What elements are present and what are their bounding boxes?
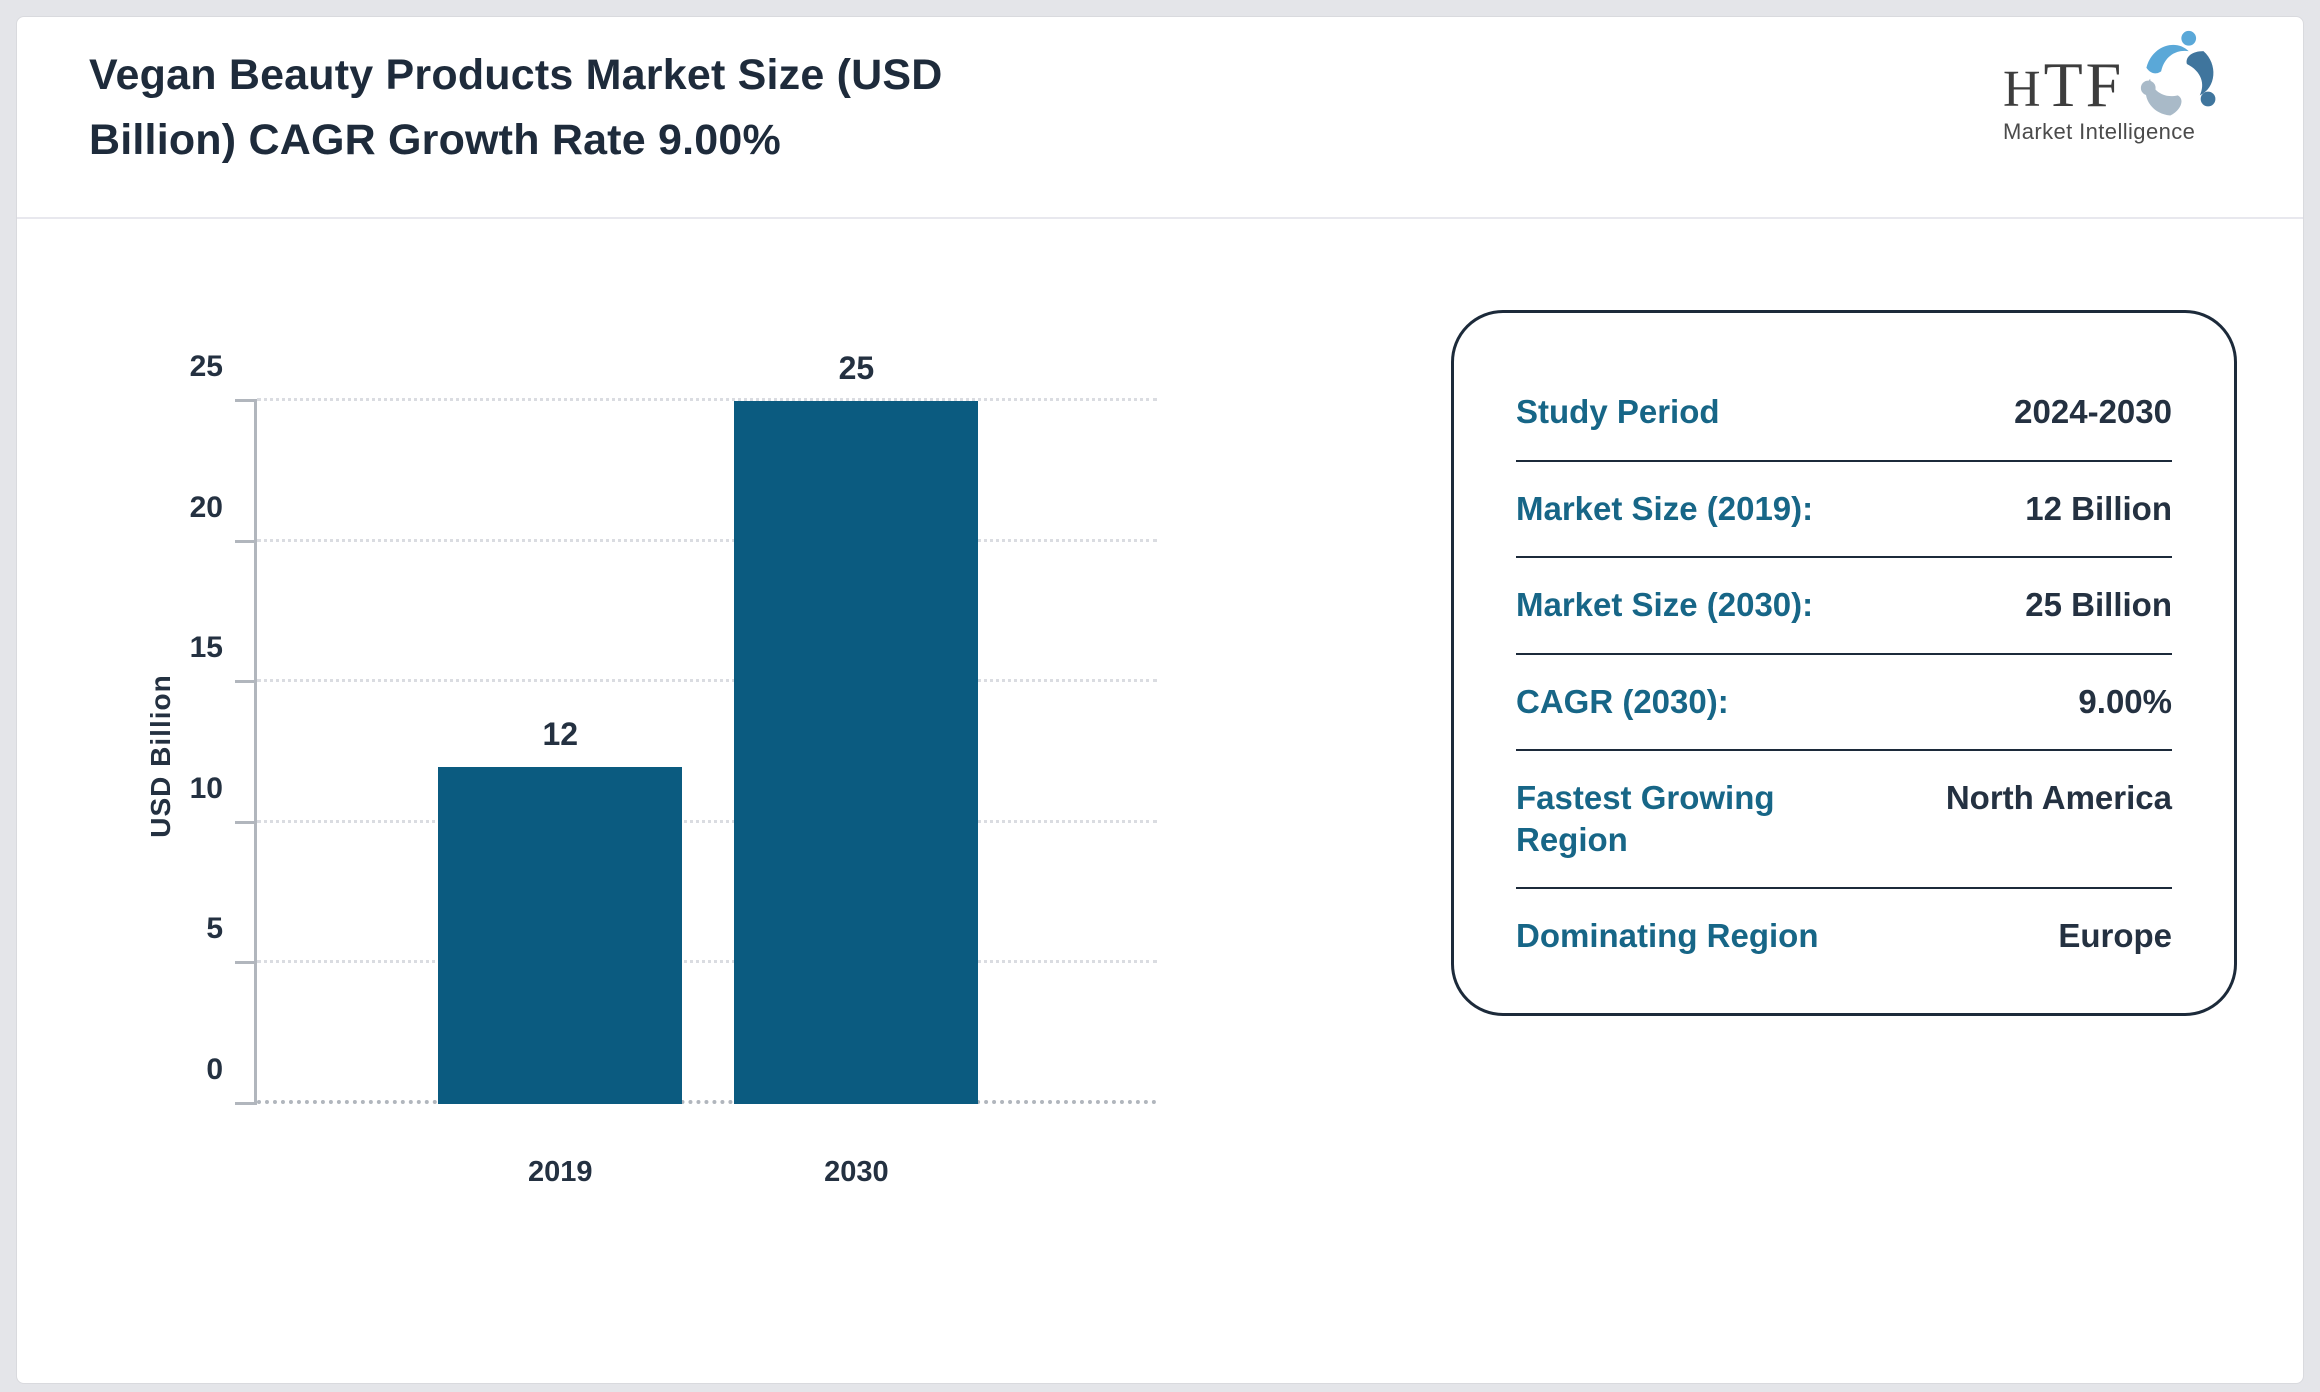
panel-row-value: North America — [1945, 779, 2172, 817]
bar-value-label: 12 — [542, 715, 579, 752]
panel-row-label: Dominating Region — [1516, 917, 1819, 955]
y-axis-tick — [235, 539, 257, 543]
gridline — [257, 960, 1157, 964]
panel-row-value: 2024-2030 — [2014, 393, 2172, 430]
gridline — [257, 819, 1157, 823]
y-axis-tick — [235, 399, 257, 402]
gridline — [257, 398, 1157, 401]
page-title-line1: Vegan Beauty Products Market Size (USD — [89, 51, 943, 99]
y-axis-tick — [235, 680, 257, 684]
htf-logo-letters-tf: TF — [2043, 49, 2125, 120]
plot-area: 0 5 10 15 20 25 12 2019 25 2030 — [190, 350, 1157, 1188]
bar-value-label: 25 — [838, 350, 875, 386]
y-axis-tick-label: 5 — [206, 912, 223, 946]
panel-row-value: 25 Billion — [2025, 586, 2172, 624]
htf-logo-subtitle: Market Intelligence — [2003, 119, 2196, 144]
y-axis-tick-label: 25 — [189, 350, 223, 383]
y-axis-tick — [235, 961, 257, 965]
y-axis-tick — [235, 1102, 257, 1105]
panel-row-cagr: CAGR (2030): 9.00% — [1516, 655, 2172, 752]
infographic-card: Vegan Beauty Products Market Size (USD B… — [16, 16, 2304, 1384]
htf-logo: HTF Market Intelligence — [2003, 27, 2253, 177]
summary-panel: Study Period 2024-2030 Market Size (2019… — [1451, 310, 2237, 1016]
header: Vegan Beauty Products Market Size (USD B… — [17, 17, 2303, 219]
y-axis-tick-label: 20 — [189, 490, 223, 524]
panel-row-value: Europe — [2058, 917, 2172, 955]
bar — [734, 401, 979, 1104]
panel-row-value: 9.00% — [2078, 682, 2172, 720]
y-axis-tick-label: 0 — [206, 1053, 223, 1086]
bar — [438, 766, 683, 1104]
gridline — [257, 679, 1157, 683]
panel-row-label: CAGR (2030): — [1516, 682, 1729, 720]
y-axis-tick-label: 10 — [189, 771, 223, 805]
htf-logo-figures-icon — [2141, 30, 2216, 116]
panel-row-market-size-2030: Market Size (2030): 25 Billion — [1516, 558, 2172, 655]
htf-logo-letter-h: H — [2003, 61, 2044, 118]
panel-row-fastest-growing-region: Fastest Growing Region North America — [1516, 751, 2172, 890]
y-axis-title: USD Billion — [145, 674, 176, 838]
htf-logo-text: HTF — [2003, 53, 2124, 117]
panel-row-label: Fastest Growing Region — [1516, 779, 1775, 858]
x-axis-label: 2030 — [824, 1156, 889, 1188]
panel-row-label: Study Period — [1516, 393, 1720, 430]
gridline — [257, 538, 1157, 542]
y-axis-tick — [235, 820, 257, 824]
panel-row-value: 12 Billion — [2025, 489, 2172, 527]
x-axis-baseline — [257, 1100, 1157, 1104]
panel-row-label: Market Size (2019): — [1516, 489, 1814, 527]
y-axis-line — [254, 401, 257, 1104]
panel-row-market-size-2019: Market Size (2019): 12 Billion — [1516, 462, 2172, 559]
panel-row-label: Market Size (2030): — [1516, 586, 1814, 624]
page-title-line2: Billion) CAGR Growth Rate 9.00% — [89, 115, 781, 164]
panel-row-study-period: Study Period 2024-2030 — [1516, 365, 2172, 462]
x-axis-label: 2019 — [528, 1156, 593, 1188]
page-title: Vegan Beauty Products Market Size (USD B… — [89, 43, 1289, 172]
panel-row-dominating-region: Dominating Region Europe — [1516, 889, 2172, 984]
y-axis-tick-label: 15 — [189, 631, 223, 665]
htf-logo-row: HTF — [2003, 27, 2253, 117]
